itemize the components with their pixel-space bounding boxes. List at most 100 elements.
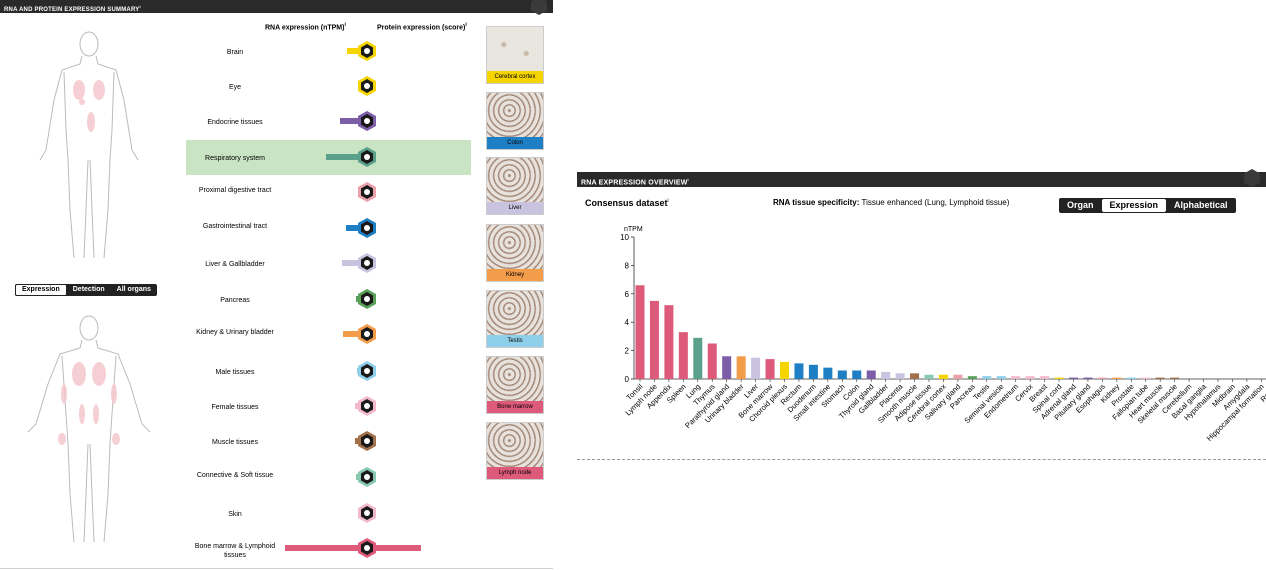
bar-esophagus [1097, 377, 1107, 379]
toggle-expression-sort[interactable]: Expression [1101, 199, 1167, 212]
sort-toggle: Organ Expression Alphabetical [1059, 198, 1236, 213]
organ-row[interactable]: Female tissues [186, 389, 471, 424]
organ-glyph-icon [361, 292, 373, 306]
dataset-info-icon[interactable]: i [667, 198, 669, 204]
protein-info-icon[interactable]: i [465, 22, 467, 28]
specificity-value: Tissue enhanced (Lung, Lymphoid tissue) [861, 198, 1010, 207]
rna-bar [326, 154, 358, 160]
bar-salivary-gland [953, 374, 963, 379]
toggle-detection[interactable]: Detection [72, 286, 105, 293]
tissue-caption: Cerebral cortex [487, 71, 543, 83]
protein-header-text: Protein expression (score) [377, 24, 466, 32]
bar-spleen [678, 332, 688, 379]
rna-bar [340, 118, 358, 124]
toggle-all-organs[interactable]: All organs [116, 286, 151, 293]
organ-row[interactable]: Proximal digestive tract [186, 175, 471, 210]
bar-spinal-cord [1054, 377, 1064, 379]
tissue-image [487, 357, 543, 401]
organ-row[interactable]: Connective & Soft tissue [186, 460, 471, 495]
organ-label: Male tissues [215, 369, 255, 376]
bar-placenta [895, 373, 905, 379]
organ-glyph-icon [361, 399, 373, 413]
bar-cervix [1025, 376, 1035, 379]
y-tick-label: 2 [625, 347, 630, 356]
rna-overview-panel: RNA EXPRESSION OVERVIEWi Consensus datas… [577, 169, 1266, 460]
bar-pituitary-gland [1083, 377, 1093, 379]
y-tick-label: 4 [625, 318, 630, 327]
organ-glyph-icon [361, 221, 373, 235]
organ-label: Gastrointestinal tract [202, 223, 268, 230]
y-axis-label: nTPM [624, 226, 643, 233]
organ-row[interactable]: Liver & Gallbladder [186, 246, 471, 281]
header-hex-icon [531, 0, 547, 15]
organ-row[interactable]: Brain [186, 34, 471, 69]
organ-row[interactable]: Respiratory system [186, 140, 471, 175]
bar-gallbladder [881, 371, 891, 379]
specificity-label: RNA tissue specificity: [773, 198, 860, 207]
bar-tonsil [635, 285, 645, 379]
rna-bar [354, 438, 358, 444]
tissue-thumbnail[interactable]: Lymph node [486, 422, 544, 480]
organ-row[interactable]: Skin [186, 496, 471, 531]
rna-bar [285, 545, 358, 551]
bar-adipose-tissue [924, 374, 934, 379]
organ-label: Bone marrow & Lymphoid tissues [194, 543, 276, 559]
bar-pancreas [967, 376, 977, 379]
protein-column-header: Protein expression (score)i [377, 22, 467, 31]
toggle-expression[interactable]: Expression [15, 284, 67, 296]
organ-row[interactable]: Muscle tissues [186, 424, 471, 459]
tissue-thumbnail[interactable]: Bone marrow [486, 356, 544, 414]
summary-info-icon[interactable]: i [139, 4, 141, 9]
bar-endometrium [1011, 376, 1021, 379]
male-body-figure[interactable] [24, 314, 154, 549]
rna-info-icon[interactable]: i [344, 22, 346, 28]
organ-row[interactable]: Eye [186, 69, 471, 104]
x-tick-label: Retina [1259, 381, 1266, 403]
tissue-thumbnail[interactable]: Cerebral cortex [486, 26, 544, 84]
tissue-image [487, 423, 543, 467]
toggle-alphabetical[interactable]: Alphabetical [1174, 200, 1228, 210]
bar-seminal-vesicle [996, 376, 1006, 379]
organ-glyph-icon [361, 150, 373, 164]
bar-duodenum [808, 364, 818, 379]
y-tick-label: 6 [625, 290, 630, 299]
organ-row[interactable]: Pancreas [186, 282, 471, 317]
organ-glyph-icon [361, 79, 373, 93]
organ-label: Proximal digestive tract [198, 187, 272, 194]
female-body-figure[interactable] [24, 30, 154, 265]
summary-view-toggle: Expression Detection All organs [15, 284, 157, 296]
organ-glyph-icon [361, 44, 373, 58]
bar-choroid-plexus [780, 361, 789, 379]
y-tick-label: 0 [625, 375, 630, 384]
organ-row[interactable]: Male tissues [186, 354, 471, 389]
rna-bar [345, 225, 358, 231]
bar-smooth-muscle [910, 373, 920, 379]
organ-label: Liver & Gallbladder [205, 261, 265, 268]
organ-row[interactable]: Kidney & Urinary bladder [186, 317, 471, 352]
rna-bar [342, 331, 358, 337]
rna-bar [354, 403, 358, 409]
organ-label: Skin [228, 511, 242, 518]
organ-row[interactable]: Gastrointestinal tract [186, 211, 471, 246]
organ-label: Respiratory system [205, 155, 265, 162]
bar-rectum [794, 363, 804, 379]
overview-info-icon[interactable]: i [687, 177, 689, 182]
organ-glyph-icon [361, 185, 373, 199]
organ-row[interactable]: Endocrine tissues [186, 104, 471, 139]
organ-row[interactable]: Bone marrow & Lymphoid tissues [186, 531, 471, 566]
bar-parathyroid-gland [722, 356, 732, 379]
tissue-caption: Testis [487, 335, 543, 347]
tissue-thumbnail[interactable]: Testis [486, 290, 544, 348]
dataset-text: Consensus dataset [585, 198, 668, 208]
tissue-thumbnail[interactable]: Colon [486, 92, 544, 150]
tissue-thumbnail[interactable]: Liver [486, 157, 544, 215]
summary-title: RNA AND PROTEIN EXPRESSION SUMMARY [4, 7, 140, 13]
bar-adrenal-gland [1069, 377, 1078, 379]
bar-colon [852, 370, 862, 379]
summary-header: RNA AND PROTEIN EXPRESSION SUMMARYi [0, 0, 553, 15]
organ-label: Brain [226, 49, 244, 56]
y-tick-label: 10 [620, 233, 629, 242]
organ-label: Muscle tissues [212, 439, 258, 446]
toggle-organ[interactable]: Organ [1067, 200, 1094, 210]
tissue-thumbnail[interactable]: Kidney [486, 224, 544, 282]
